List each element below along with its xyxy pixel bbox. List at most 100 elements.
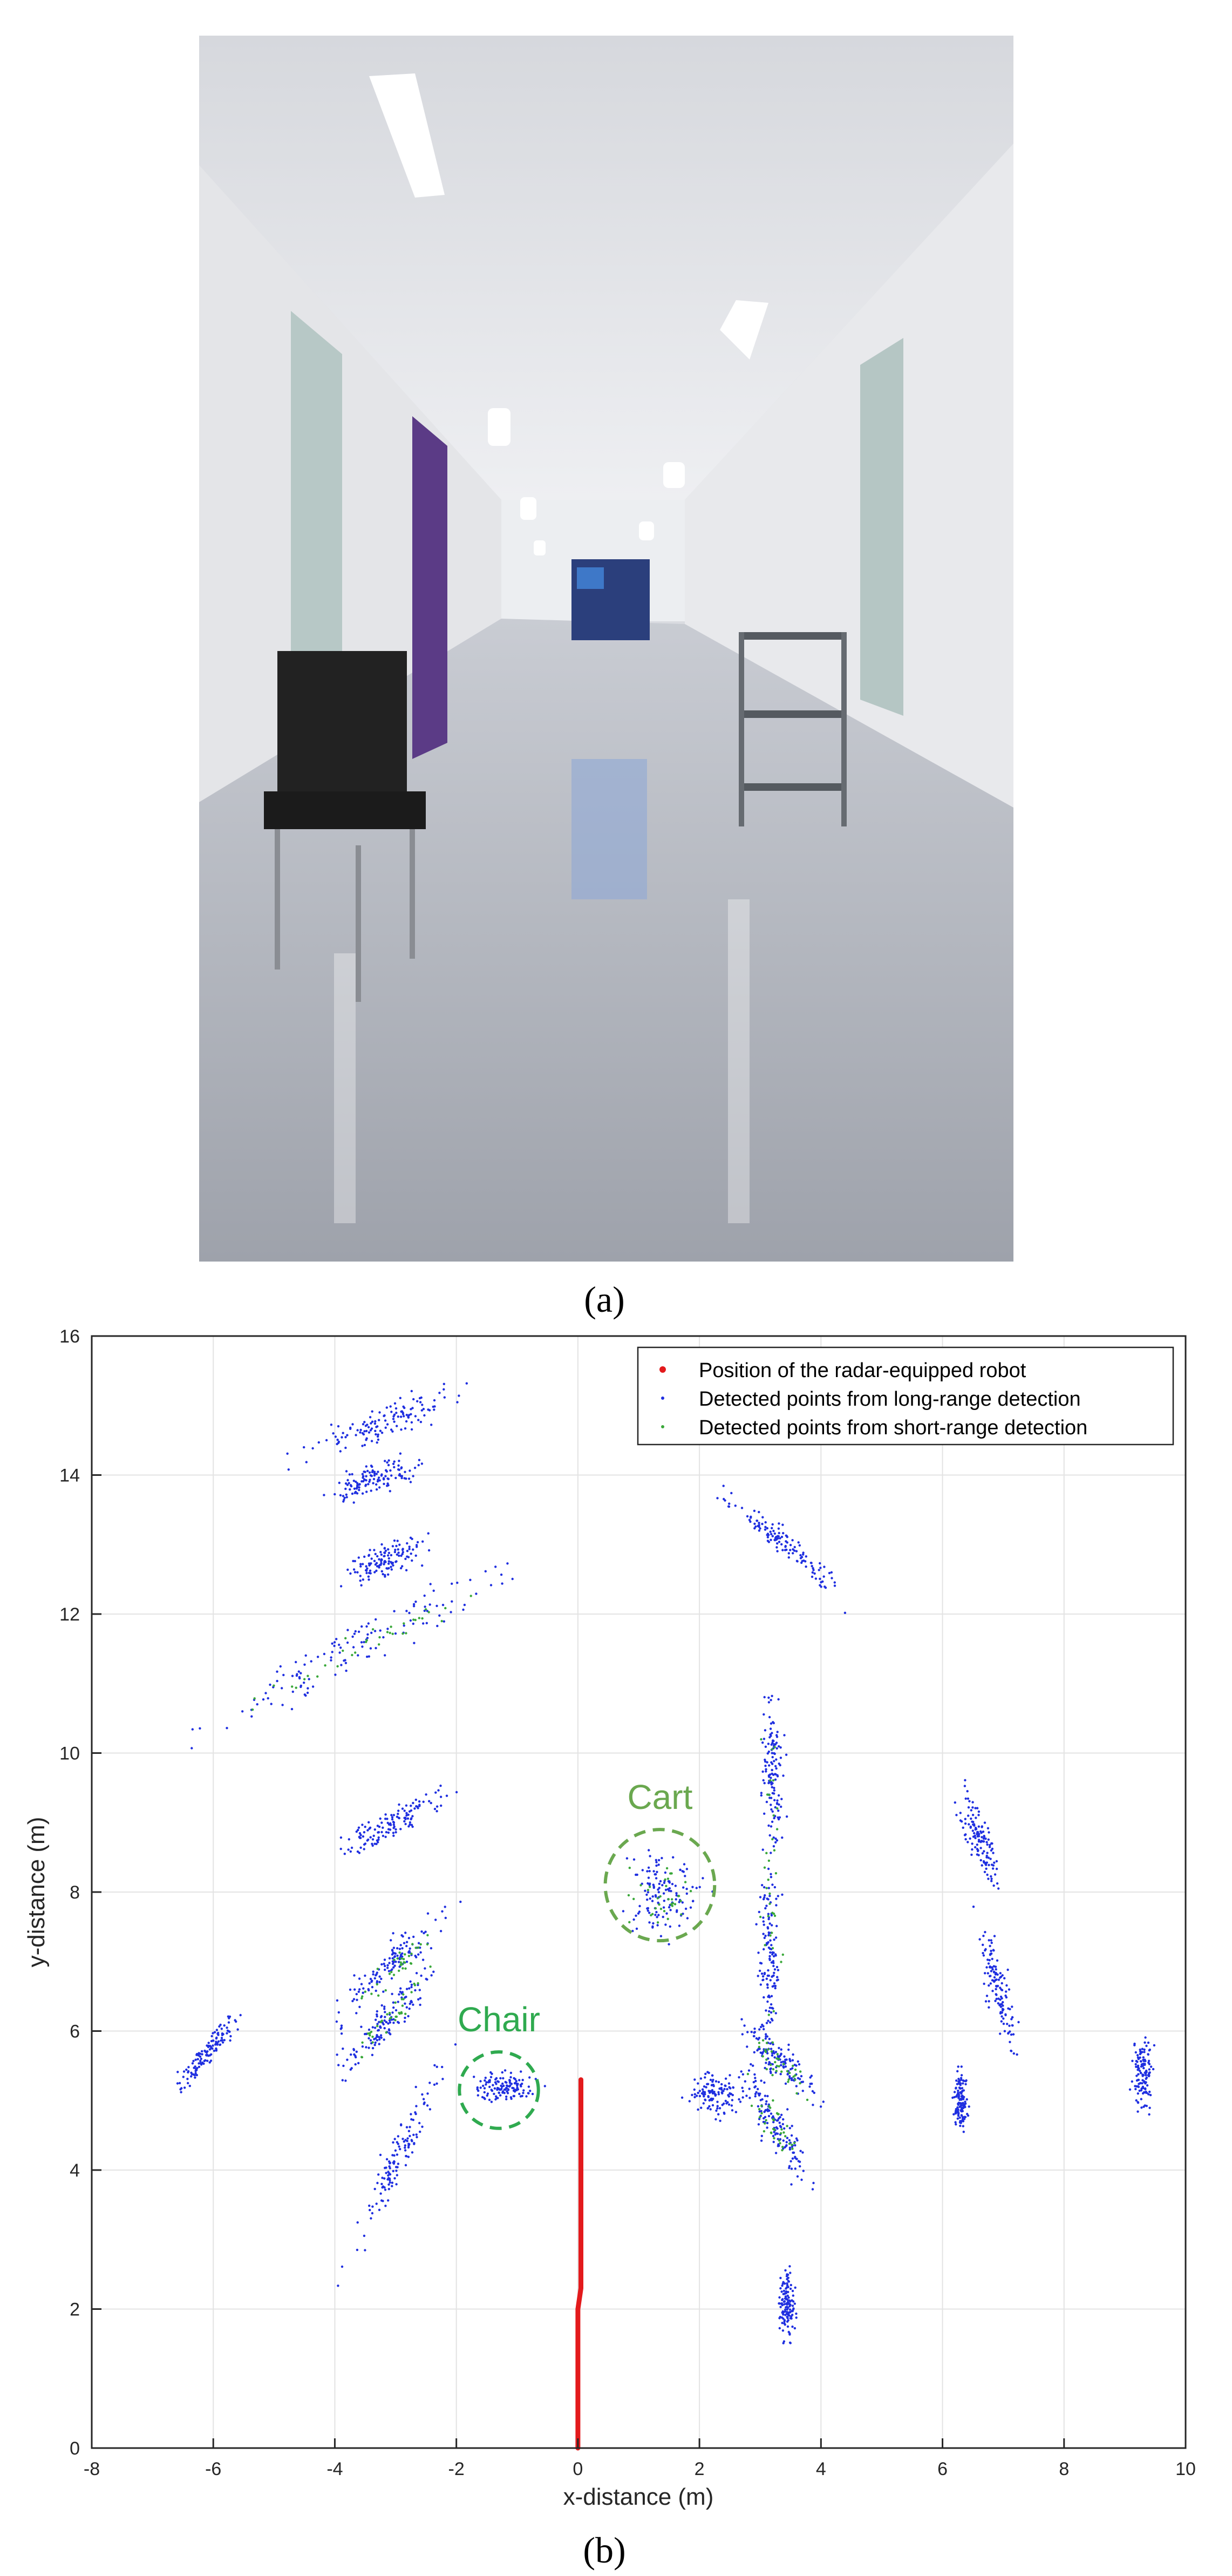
detected-point [380, 2036, 383, 2039]
detected-point [420, 1409, 423, 1412]
detected-point [357, 1556, 360, 1559]
detected-point [390, 1568, 393, 1571]
detected-point [729, 2074, 731, 2077]
detected-point [520, 2070, 522, 2073]
detected-point [784, 1545, 787, 1548]
detected-point [352, 1998, 356, 2001]
detected-point [752, 2064, 754, 2067]
detected-point [215, 2041, 217, 2043]
detected-point [364, 1990, 366, 1993]
detected-point [767, 2114, 771, 2118]
detected-point [711, 2091, 714, 2093]
detected-point [365, 1569, 368, 1572]
x-tick-label: -4 [326, 2459, 343, 2479]
detected-point [788, 2071, 791, 2075]
detected-point [384, 1818, 387, 1820]
detected-point [361, 1645, 364, 1648]
detected-point [441, 2065, 444, 2069]
detected-point [395, 2170, 398, 2172]
detected-point [768, 1902, 771, 1905]
detected-point [360, 2025, 363, 2028]
detected-point [378, 1981, 381, 1983]
detected-point [264, 1692, 267, 1694]
detected-point [770, 1944, 773, 1947]
detected-point [458, 1394, 460, 1397]
detected-point [670, 1890, 672, 1893]
detected-point [766, 1527, 769, 1530]
detected-point [723, 2087, 726, 2091]
detected-point [223, 2024, 226, 2027]
detected-point [757, 1975, 759, 1977]
chair-annotation-label: Chair [458, 2000, 540, 2039]
detected-point [511, 1577, 514, 1581]
detected-point [351, 1423, 354, 1426]
detected-point [707, 2095, 710, 2098]
detected-point [382, 1826, 384, 1829]
detected-point [1139, 2050, 1142, 2053]
detected-point [380, 1831, 383, 1834]
detected-point [771, 1786, 773, 1788]
detected-point [651, 1900, 654, 1902]
detected-point [811, 2090, 814, 2093]
detected-point [814, 1577, 818, 1580]
detected-point [671, 1898, 673, 1901]
detected-point [976, 1833, 978, 1835]
detected-point [353, 1974, 356, 1977]
detected-point [779, 2053, 782, 2056]
detected-point [1143, 2080, 1146, 2083]
detected-point [387, 1459, 390, 1462]
detected-point [646, 1898, 649, 1901]
detected-point [376, 2010, 378, 2013]
detected-point [360, 1641, 363, 1644]
detected-point [680, 2096, 684, 2099]
detected-point [772, 1960, 775, 1963]
detected-point [391, 1430, 394, 1433]
detected-point [387, 1463, 390, 1467]
detected-point [392, 1932, 394, 1935]
detected-point [753, 1509, 756, 1512]
detected-point [373, 2026, 377, 2029]
detected-point [764, 1907, 767, 1910]
detected-point [387, 2174, 390, 2177]
long-range-points-cluster [716, 1484, 847, 1614]
detected-point [790, 2078, 793, 2082]
detected-point [769, 1939, 772, 1942]
detected-point [390, 1565, 392, 1568]
detected-point [994, 1973, 997, 1976]
detected-point [753, 1527, 756, 1530]
detected-point [1139, 2052, 1142, 2055]
detected-point [190, 1747, 193, 1750]
detected-point [774, 1536, 777, 1540]
detected-point [367, 1554, 371, 1556]
detected-point [765, 1770, 767, 1773]
detected-point [415, 2105, 418, 2107]
detected-point [391, 2011, 394, 2014]
detected-point [955, 2123, 957, 2126]
detected-point [401, 1967, 404, 1970]
detected-point [689, 1890, 692, 1893]
detected-point [787, 2314, 790, 2317]
detected-point [787, 2290, 789, 2294]
x-tick-label: 6 [937, 2459, 948, 2479]
detected-point [360, 1625, 363, 1628]
detected-point [767, 1946, 771, 1949]
detected-point [952, 2113, 955, 2116]
detected-point [768, 1922, 771, 1925]
detected-point [376, 2181, 379, 2185]
detected-point [375, 1473, 378, 1475]
detected-point [382, 1478, 385, 1481]
detected-point [287, 1468, 290, 1471]
detected-point [781, 2329, 785, 2332]
detected-point [364, 1974, 366, 1977]
detected-point [362, 1987, 365, 1990]
detected-point [964, 1818, 967, 1820]
detected-point [801, 2080, 805, 2083]
detected-point [723, 2102, 725, 2105]
detected-point [414, 1601, 417, 1603]
detected-point [714, 2080, 718, 2083]
detected-point [762, 1779, 765, 1782]
detected-point [986, 1827, 990, 1829]
detected-point [371, 2026, 374, 2029]
detected-point [979, 1859, 982, 1862]
detected-point [368, 1471, 371, 1474]
